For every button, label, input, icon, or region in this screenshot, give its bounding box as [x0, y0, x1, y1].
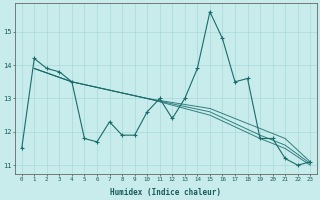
X-axis label: Humidex (Indice chaleur): Humidex (Indice chaleur) — [110, 188, 221, 197]
